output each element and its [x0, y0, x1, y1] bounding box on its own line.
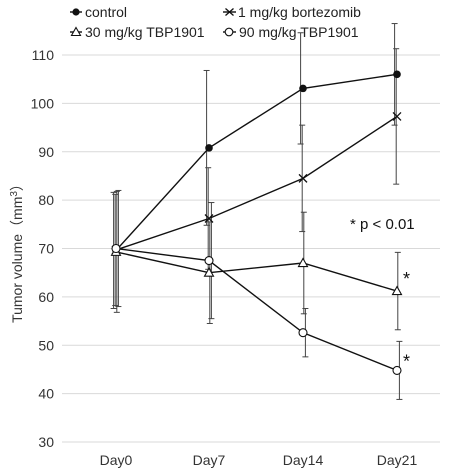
x-tick-label: Day21: [377, 452, 418, 468]
series-line: [115, 247, 398, 372]
legend-entry-tbp1901-30: 30 mg/kg TBP1901: [70, 24, 205, 40]
significance-note: * p < 0.01: [350, 216, 415, 233]
x-axis-ticks: Day0 Day7 Day14 Day21: [100, 452, 418, 468]
legend-entry-bortezomib: 1 mg/kg bortezomib: [223, 4, 361, 20]
data-point: [111, 243, 121, 254]
open-circle-marker: [224, 27, 234, 37]
y-axis-title: Tumor volume（mm3）: [9, 177, 26, 323]
y-tick-label: 90: [38, 144, 54, 160]
x-tick-label: Day14: [283, 452, 324, 468]
data-point: [391, 285, 403, 296]
legend-label: 30 mg/kg TBP1901: [85, 24, 205, 40]
y-tick-label: 50: [38, 337, 54, 353]
data-point: [392, 111, 402, 121]
legend-label: 1 mg/kg bortezomib: [238, 4, 361, 20]
x-tick-label: Day0: [100, 452, 133, 468]
y-tick-label: 100: [31, 95, 55, 111]
data-point: [299, 84, 307, 93]
y-tick-label: 80: [38, 192, 54, 208]
data-point: [392, 365, 402, 375]
legend-entry-control: control: [70, 4, 127, 20]
filled-circle-marker: [72, 8, 80, 16]
data-point: [393, 70, 401, 79]
data-point: [298, 173, 308, 183]
series-lines: [115, 73, 398, 372]
legend-label: 90 mg/kg TBP1901: [239, 24, 359, 40]
y-tick-label: 110: [32, 47, 55, 63]
legend-label: control: [85, 4, 127, 20]
series-line: [115, 115, 398, 251]
y-tick-label: 40: [38, 386, 54, 402]
series-markers: [110, 70, 403, 375]
data-point: [297, 257, 309, 268]
significance-star-30mg: *: [403, 269, 410, 289]
data-point: [205, 144, 213, 152]
y-tick-label: 30: [38, 434, 54, 450]
significance-star-90mg: *: [403, 351, 410, 371]
triangle-marker: [70, 26, 82, 37]
series-line: [115, 73, 398, 251]
y-tick-label: 70: [38, 241, 54, 257]
data-point: [298, 328, 308, 338]
legend-entry-tbp1901-90: 90 mg/kg TBP1901: [223, 24, 359, 40]
series-line: [115, 251, 398, 292]
cross-marker: [225, 8, 234, 16]
data-point: [204, 214, 214, 223]
data-point: [203, 267, 215, 277]
y-tick-label: 60: [38, 289, 54, 305]
data-point: [204, 256, 214, 266]
y-axis-ticks: 30 40 50 60 70 80 90 100 110: [31, 47, 55, 450]
legend: control 1 mg/kg bortezomib 30 mg/kg TBP1…: [70, 4, 361, 40]
x-tick-label: Day7: [193, 452, 226, 468]
